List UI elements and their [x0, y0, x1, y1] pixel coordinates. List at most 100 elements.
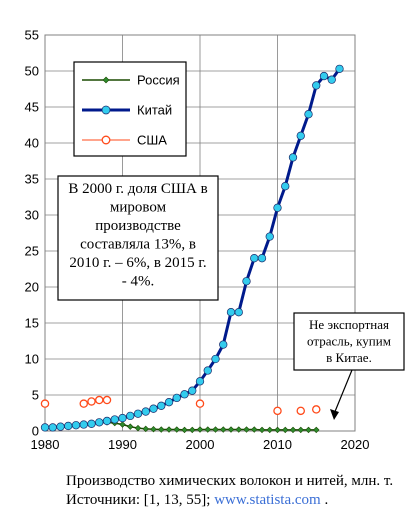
point-russia: [266, 426, 273, 434]
point-russia: [313, 426, 320, 434]
point-china: [296, 131, 305, 140]
legend-label-china: Китай: [137, 103, 172, 118]
point-china: [56, 422, 65, 431]
point-china: [172, 393, 181, 403]
y-axis: 0 5 10 15 20 25 30 35 40 45 50 55: [25, 28, 39, 439]
point-china: [118, 413, 127, 423]
point-china: [242, 277, 251, 286]
point-usa: [87, 397, 96, 406]
point-usa: [79, 399, 89, 408]
y-tick-label: 20: [25, 280, 39, 295]
point-russia: [142, 425, 149, 433]
caption-end: .: [320, 492, 329, 508]
point-russia: [212, 426, 219, 433]
point-china: [288, 153, 298, 162]
point-china: [203, 366, 212, 375]
annotation-arrowhead: [330, 409, 339, 420]
legend-russia-marker: [102, 76, 110, 84]
y-tick-label: 30: [25, 208, 39, 223]
point-china: [195, 377, 205, 386]
point-china: [188, 386, 197, 395]
point-china: [257, 254, 267, 263]
point-russia: [243, 426, 250, 433]
point-russia: [227, 426, 235, 433]
point-russia: [297, 426, 304, 434]
point-china: [219, 340, 228, 349]
point-china: [234, 308, 243, 317]
x-tick-label: 2020: [341, 437, 370, 452]
y-tick-label: 10: [25, 352, 39, 367]
y-tick-label: 15: [25, 316, 39, 331]
point-usa: [273, 406, 282, 416]
point-russia: [289, 426, 297, 434]
series-layer: [40, 64, 344, 434]
point-china: [48, 423, 57, 432]
y-tick-label: 5: [32, 388, 39, 403]
point-china: [226, 308, 236, 317]
point-china: [319, 71, 329, 81]
point-usa: [311, 405, 321, 414]
point-china: [40, 423, 50, 432]
point-china: [335, 64, 344, 73]
point-russia: [181, 426, 188, 434]
point-russia: [127, 423, 134, 430]
annotation-china-note-line: Не экспортная: [309, 317, 389, 332]
point-china: [180, 390, 189, 399]
annotation-usa-share-line: мировом: [110, 200, 167, 216]
annotation-usa-share-line: - 4%.: [122, 274, 155, 290]
point-china: [250, 254, 259, 263]
figure-caption: Производство химических волокон и нитей,…: [66, 472, 406, 510]
legend-usa-marker: [101, 135, 111, 145]
legend-label-usa: США: [137, 133, 167, 148]
legend-china-marker: [101, 105, 111, 115]
point-russia: [165, 426, 173, 433]
point-russia: [173, 426, 180, 433]
annotation-usa-share-line: составляла 13%, в: [80, 237, 196, 253]
source-link[interactable]: www.statista.com: [214, 492, 321, 508]
y-tick-label: 55: [25, 28, 39, 43]
annotation-usa-share-line: производстве: [95, 218, 181, 234]
point-usa: [102, 395, 112, 405]
y-tick-label: 45: [25, 100, 39, 115]
point-china: [64, 421, 73, 431]
y-tick-label: 40: [25, 136, 39, 151]
x-tick-label: 1980: [31, 437, 60, 452]
annotation-usa-share-line: В 2000 г. доля США в: [68, 181, 207, 197]
point-china: [157, 401, 166, 410]
caption-text: Производство химических волокон и нитей,…: [66, 473, 394, 508]
point-usa: [40, 399, 50, 408]
point-china: [79, 420, 88, 429]
point-russia: [235, 426, 242, 433]
point-russia: [158, 426, 165, 433]
y-tick-label: 0: [32, 424, 39, 439]
point-china: [281, 182, 290, 191]
point-russia: [274, 426, 281, 434]
point-china: [327, 75, 336, 84]
legend-label-russia: Россия: [137, 73, 180, 88]
y-tick-label: 35: [25, 172, 39, 187]
point-russia: [150, 425, 157, 433]
point-usa: [195, 399, 205, 408]
point-china: [164, 398, 174, 407]
point-china: [71, 421, 81, 430]
point-china: [265, 232, 274, 241]
point-usa: [296, 406, 305, 416]
point-russia: [189, 426, 196, 434]
x-tick-label: 2010: [263, 437, 292, 452]
chart-figure: 0 5 10 15 20 25 30 35 40 45 50 55 1980 1990 2000 2010 2…: [25, 28, 405, 452]
point-russia: [196, 426, 204, 433]
point-china: [95, 418, 104, 427]
point-china: [133, 409, 143, 418]
x-tick-label: 1990: [108, 437, 137, 452]
annotation-usa-share-box: [57, 175, 219, 301]
point-china: [211, 354, 220, 364]
point-russia: [258, 426, 266, 434]
point-china: [87, 419, 96, 428]
annotation-usa-share-line: 2010 г. – 6%, в 2015 г.: [69, 255, 206, 271]
y-tick-label: 50: [25, 64, 39, 79]
annotation-usa-share: В 2000 г. доля США в мировом производстве с…: [57, 175, 219, 301]
annotation-china-note-line: в Китае.: [326, 350, 372, 365]
point-china: [273, 203, 282, 212]
annotation-china-note-line: отрасль, купим: [307, 334, 391, 349]
